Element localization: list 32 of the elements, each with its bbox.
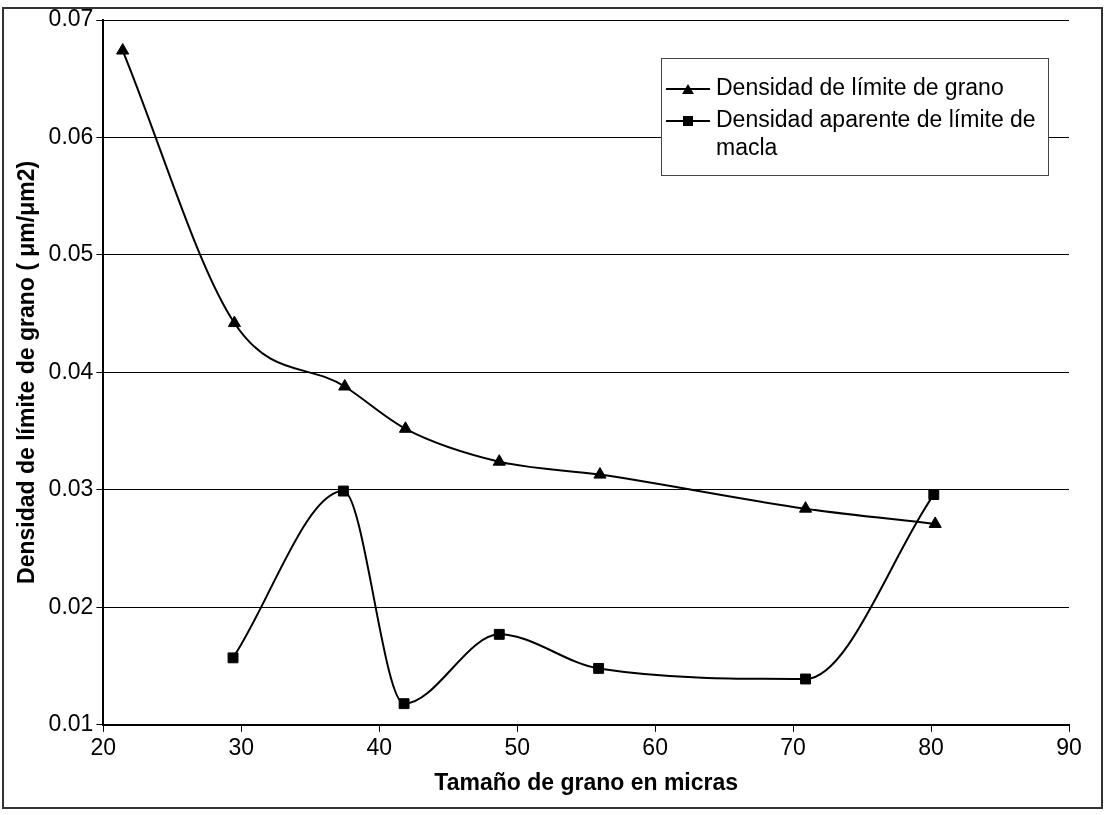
x-tick-label: 60: [642, 733, 668, 760]
point: [116, 43, 130, 55]
x-tick-label: 50: [504, 733, 531, 760]
point: [337, 485, 349, 497]
point: [593, 467, 607, 479]
x-tick-label: 70: [780, 733, 806, 760]
y-tick-label: 0.05: [48, 240, 94, 267]
y-tick-label: 0.07: [48, 5, 94, 32]
point: [227, 315, 241, 328]
point: [227, 652, 239, 664]
y-tick-label: 0.04: [48, 357, 94, 384]
x-tick-label: 30: [228, 733, 255, 760]
y-axis-title: Densidad de límite de grano ( μm/μm2): [13, 160, 40, 584]
point: [928, 489, 940, 501]
x-tick-label: 40: [366, 733, 393, 760]
point: [398, 698, 410, 710]
point: [398, 421, 413, 433]
point: [492, 454, 506, 466]
y-tick-label: 0.02: [48, 592, 94, 619]
y-tick-label: 0.06: [48, 122, 94, 149]
point: [338, 379, 352, 391]
x-axis-title: Tamaño de grano en micras: [434, 768, 739, 795]
point: [593, 662, 605, 674]
x-tick-label: 80: [918, 733, 944, 760]
point: [928, 516, 942, 528]
point: [798, 501, 813, 513]
x-tick-label: 90: [1056, 733, 1082, 760]
point: [493, 628, 505, 640]
legend-label: Densidad aparente de límite de macla: [716, 105, 1036, 161]
point: [800, 673, 811, 685]
y-tick-label: 0.03: [48, 475, 94, 502]
legend-label: Densidad de límite de grano: [716, 73, 1005, 101]
